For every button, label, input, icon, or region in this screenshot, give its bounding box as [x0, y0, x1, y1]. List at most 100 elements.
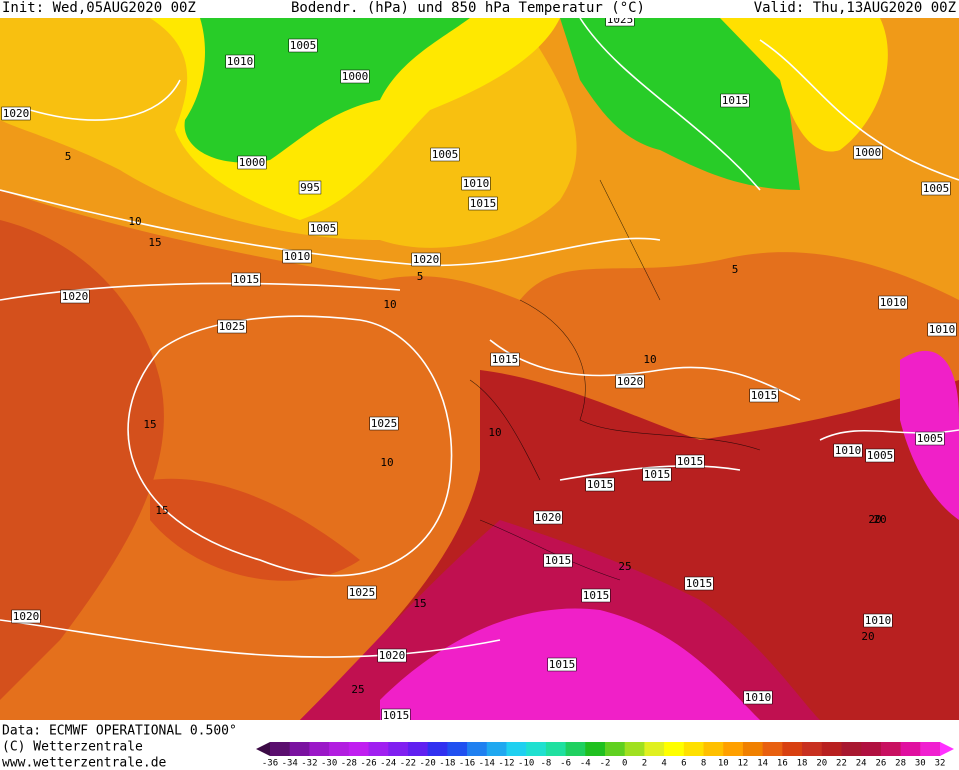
isotherm-label: 25 — [351, 683, 364, 696]
colorbar-swatch — [348, 742, 370, 756]
isobar-label-box — [684, 576, 714, 591]
isobar-label: 1015 — [677, 455, 704, 468]
colorbar-swatch — [545, 742, 567, 756]
colorbar-swatch — [289, 742, 310, 756]
isobar-label: 1005 — [917, 432, 944, 445]
colorbar-label: 32 — [935, 759, 946, 769]
isobar-label: 1010 — [929, 323, 956, 336]
isotherm-label: 15 — [143, 418, 156, 431]
isobar-label-box — [347, 585, 377, 600]
colorbar-swatch — [388, 742, 409, 756]
isotherm-label: 20 — [873, 513, 886, 526]
init-time: Init: Wed,05AUG2020 00Z — [2, 0, 196, 16]
colorbar-swatch — [683, 742, 705, 756]
isobar-label-box — [308, 221, 338, 236]
isobar-label-box — [461, 176, 491, 191]
isobar-label-box — [298, 180, 322, 195]
colorbar-swatch — [427, 742, 448, 756]
isobar-label: 1000 — [342, 70, 369, 83]
isobar-label-box — [217, 319, 247, 334]
isobar-label-box — [585, 477, 615, 492]
colorbar-swatch — [624, 742, 645, 756]
isotherm-label: 5 — [417, 270, 424, 283]
isobar-label-box — [282, 249, 312, 264]
colorbar-swatch — [664, 742, 685, 756]
colorbar-label: 24 — [856, 759, 867, 769]
colorbar-swatch — [585, 742, 606, 756]
colorbar-label: -18 — [439, 759, 455, 769]
colorbar-label: 6 — [681, 759, 686, 769]
isobar-label-box — [863, 613, 893, 628]
isobar-label-box — [468, 196, 498, 211]
warm-region — [0, 220, 164, 700]
colorbar: -36 -34 -32 -30 -28 -26 -24 -22 -20 -18 -16 -14 -12-… — [256, 742, 954, 769]
isobar-label: 1015 — [492, 353, 519, 366]
colorbar-label: -28 — [341, 759, 357, 769]
isobar-label: 1015 — [583, 589, 610, 602]
colorbar-label: -30 — [321, 759, 337, 769]
isobar-label-box — [543, 553, 573, 568]
colorbar-label: 10 — [718, 759, 729, 769]
colorbar-swatch — [880, 742, 902, 756]
isobar-label: 1015 — [383, 709, 410, 722]
very-cold-region — [560, 18, 800, 190]
colorbar-label: 12 — [738, 759, 749, 769]
isobar-label-box — [369, 416, 399, 431]
isobar-label: 1020 — [13, 610, 40, 623]
colorbar-label: -8 — [540, 759, 551, 769]
colorbar-swatch — [565, 742, 586, 756]
colorbar-label: -20 — [420, 759, 436, 769]
colorbar-label: -34 — [282, 759, 298, 769]
isobar-label: 1005 — [310, 222, 337, 235]
isobar-label: 1010 — [835, 444, 862, 457]
isotherm-label: 10 — [383, 298, 396, 311]
colorbar-swatch — [900, 742, 921, 756]
colorbar-label: 26 — [875, 759, 886, 769]
colorbar-swatch — [407, 742, 429, 756]
isobar-label-box — [749, 388, 779, 403]
isobar-label-box — [927, 322, 957, 337]
isobar-label: 1010 — [463, 177, 490, 190]
colorbar-swatch — [841, 742, 862, 756]
data-source: Data: ECMWF OPERATIONAL 0.500° — [2, 724, 237, 739]
isobar-label-box — [288, 38, 318, 53]
colorbar-label: 18 — [797, 759, 808, 769]
isobar-label: 1005 — [432, 148, 459, 161]
isotherm-label: 10 — [128, 215, 141, 228]
isobar-label: 1010 — [227, 55, 254, 68]
colorbar-swatch — [368, 742, 389, 756]
colorbar-swatch — [605, 742, 626, 756]
isobar-label-box — [1, 106, 31, 121]
isotherm-label: 10 — [643, 353, 656, 366]
colorbar-label: 4 — [661, 759, 666, 769]
colorbar-swatch — [861, 742, 882, 756]
isobar-label: 1015 — [549, 658, 576, 671]
colorbar-swatch — [467, 742, 488, 756]
isotherm-label: 15 — [148, 236, 161, 249]
coastline — [469, 179, 761, 581]
isobar-label: 1015 — [722, 94, 749, 107]
isotherm-label: 15 — [155, 504, 168, 517]
header-band — [0, 0, 959, 18]
colorbar-end — [940, 742, 954, 756]
isobar-label: 1020 — [62, 290, 89, 303]
isobar-label: 1020 — [413, 253, 440, 266]
colorbar-swatch — [802, 742, 823, 756]
isobar-label: 1015 — [644, 468, 671, 481]
colorbar-swatch — [742, 742, 764, 756]
isobar-label-box — [231, 272, 261, 287]
isobar-label: 1020 — [3, 107, 30, 120]
isobar-label-box — [853, 145, 883, 160]
very-cold-region — [184, 18, 470, 163]
colorbar-label: -26 — [360, 759, 376, 769]
colorbar-label: -24 — [380, 759, 396, 769]
colorbar-swatch — [329, 742, 350, 756]
colorbar-swatch — [644, 742, 665, 756]
colorbar-swatch — [762, 742, 783, 756]
isobar-label-box — [430, 147, 460, 162]
isobar-label-box — [533, 510, 563, 525]
colorbar-label: 30 — [915, 759, 926, 769]
isobar-label: 1010 — [865, 614, 892, 627]
isotherm-label: 10 — [488, 426, 501, 439]
